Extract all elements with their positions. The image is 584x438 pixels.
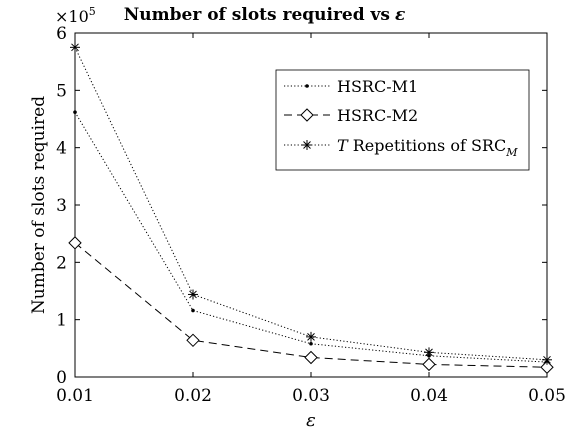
- series-layer: [68, 42, 554, 374]
- y-tick-label: 1: [56, 311, 67, 331]
- data-point-dot: [309, 341, 313, 346]
- data-point-asterisk: [542, 354, 552, 365]
- data-point-dot: [73, 110, 77, 114]
- legend-label-hsrc-m1: HSRC-M1: [337, 77, 418, 96]
- legend-label-repetitions: Repetitions of SRC: [348, 136, 507, 155]
- data-point-diamond: [422, 357, 436, 372]
- data-point-diamond: [186, 333, 200, 348]
- data-point-asterisk: [424, 347, 434, 358]
- data-point-dot: [191, 308, 195, 313]
- x-tick-label: 0.02: [174, 386, 212, 406]
- data-point-asterisk: [188, 289, 198, 300]
- data-point-diamond: [304, 350, 318, 365]
- legend-marker-asterisk: [302, 140, 312, 150]
- x-tick-label: 0.03: [292, 386, 330, 406]
- legend-marker-dot: [305, 84, 309, 88]
- x-axis-label: ε: [306, 410, 316, 431]
- chart-title-symbol: ε: [395, 5, 405, 25]
- legend-label-subscript: M: [505, 146, 518, 159]
- axis-ticks: 0.01 0.02 0.03 0.04 0.05 0 1 2 3 4 5 6: [56, 24, 566, 406]
- legend-label-t-repetitions: T Repetitions of SRCM: [337, 136, 518, 159]
- data-point-asterisk: [70, 42, 80, 53]
- series-line-2: [74, 47, 548, 361]
- y-tick-label: 3: [56, 196, 67, 216]
- chart-title: Number of slots required vs: [124, 5, 390, 25]
- legend-label-hsrc-m2: HSRC-M2: [337, 106, 418, 125]
- y-multiplier: ×105: [55, 5, 96, 26]
- y-tick-label: 4: [56, 139, 67, 159]
- legend-label-t: T: [337, 136, 349, 155]
- y-multiplier-exponent: 5: [89, 5, 96, 18]
- y-tick-label: 5: [56, 81, 67, 101]
- data-point-diamond: [68, 236, 82, 250]
- x-tick-label: 0.05: [528, 386, 566, 406]
- series-line-1: [74, 242, 548, 368]
- series-line-0: [74, 111, 548, 363]
- y-axis-label: Number of slots required: [29, 96, 49, 314]
- legend-marker-diamond: [300, 108, 314, 122]
- x-tick-label: 0.01: [56, 386, 94, 406]
- data-point-asterisk: [306, 331, 316, 342]
- legend: HSRC-M1 HSRC-M2 T Repetitions of SRCM: [275, 69, 530, 171]
- data-point-diamond: [540, 360, 554, 374]
- x-tick-label: 0.04: [410, 386, 448, 406]
- y-multiplier-base: ×10: [55, 7, 89, 26]
- y-tick-label: 0: [56, 368, 67, 388]
- y-tick-label: 2: [56, 253, 67, 273]
- y-tick-label: 6: [56, 24, 67, 44]
- legend-box: [275, 69, 530, 171]
